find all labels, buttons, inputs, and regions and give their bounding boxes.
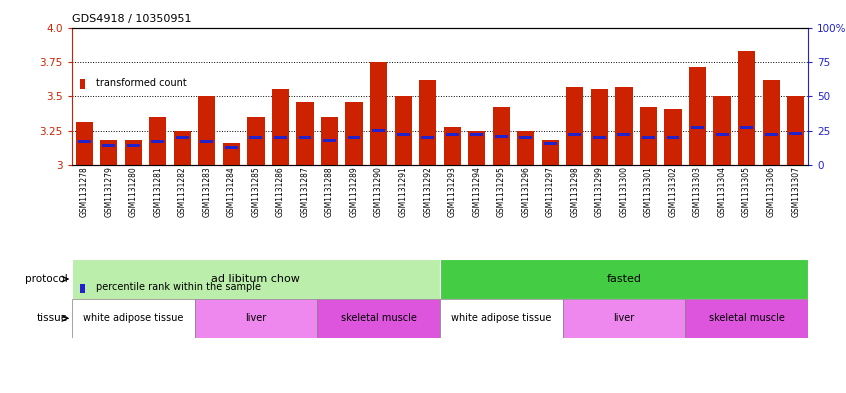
Bar	[296, 102, 314, 165]
Bar	[222, 143, 240, 165]
Bar	[541, 140, 559, 165]
Bar	[201, 140, 213, 143]
Bar	[740, 127, 753, 129]
Bar	[419, 80, 437, 165]
Bar	[642, 136, 655, 139]
Bar	[250, 136, 262, 139]
Bar	[689, 67, 706, 165]
Text: tissue: tissue	[36, 313, 68, 323]
Bar	[566, 86, 584, 165]
Bar	[149, 117, 167, 165]
Bar	[738, 51, 755, 165]
Bar	[173, 130, 191, 165]
Bar	[348, 136, 360, 139]
Bar	[640, 107, 657, 165]
Bar	[394, 96, 412, 165]
Bar	[519, 136, 532, 139]
Bar	[397, 133, 409, 136]
Bar	[78, 140, 91, 143]
Text: liver: liver	[613, 313, 634, 323]
Bar	[593, 136, 606, 139]
Text: white adipose tissue: white adipose tissue	[83, 313, 184, 323]
Bar	[75, 122, 93, 165]
FancyBboxPatch shape	[195, 299, 317, 338]
Bar	[225, 146, 238, 149]
Bar	[421, 136, 434, 139]
FancyBboxPatch shape	[72, 259, 440, 299]
Bar	[443, 127, 461, 165]
Bar	[446, 133, 459, 136]
Bar	[716, 133, 728, 136]
Bar	[544, 141, 557, 145]
Bar	[198, 96, 216, 165]
Bar	[127, 144, 140, 147]
Bar	[664, 108, 682, 165]
FancyBboxPatch shape	[72, 299, 195, 338]
Bar	[667, 136, 679, 139]
Bar	[765, 133, 777, 136]
Bar	[372, 129, 385, 132]
Bar	[713, 96, 731, 165]
Bar	[569, 133, 581, 136]
Bar	[274, 136, 287, 139]
Bar	[100, 140, 118, 165]
Text: ad libitum chow: ad libitum chow	[212, 274, 300, 284]
Text: fasted: fasted	[607, 274, 641, 284]
FancyBboxPatch shape	[440, 259, 808, 299]
Text: transformed count: transformed count	[96, 77, 186, 88]
Bar	[762, 80, 780, 165]
Bar	[495, 135, 508, 138]
Bar	[517, 130, 535, 165]
Bar	[299, 136, 311, 139]
Bar	[124, 140, 142, 165]
Bar	[468, 130, 486, 165]
Bar	[591, 90, 608, 165]
Bar	[345, 102, 363, 165]
Bar	[272, 90, 289, 165]
Text: protocol: protocol	[25, 274, 68, 284]
Bar	[102, 144, 115, 147]
Bar	[470, 133, 483, 136]
FancyBboxPatch shape	[685, 299, 808, 338]
Text: percentile rank within the sample: percentile rank within the sample	[96, 282, 261, 292]
Bar	[176, 136, 189, 139]
Text: skeletal muscle: skeletal muscle	[341, 313, 416, 323]
Text: skeletal muscle: skeletal muscle	[709, 313, 784, 323]
Bar	[321, 117, 338, 165]
Text: GDS4918 / 10350951: GDS4918 / 10350951	[72, 14, 191, 24]
Bar	[691, 127, 704, 129]
Bar	[615, 86, 633, 165]
Text: white adipose tissue: white adipose tissue	[451, 313, 552, 323]
Bar	[323, 139, 336, 142]
Bar	[370, 62, 387, 165]
Bar	[492, 107, 510, 165]
FancyBboxPatch shape	[317, 299, 440, 338]
Bar	[618, 133, 630, 136]
Bar	[789, 132, 802, 135]
FancyBboxPatch shape	[563, 299, 685, 338]
FancyBboxPatch shape	[440, 299, 563, 338]
Text: liver: liver	[245, 313, 266, 323]
Bar	[247, 117, 265, 165]
Bar	[787, 96, 805, 165]
Bar	[151, 140, 164, 143]
